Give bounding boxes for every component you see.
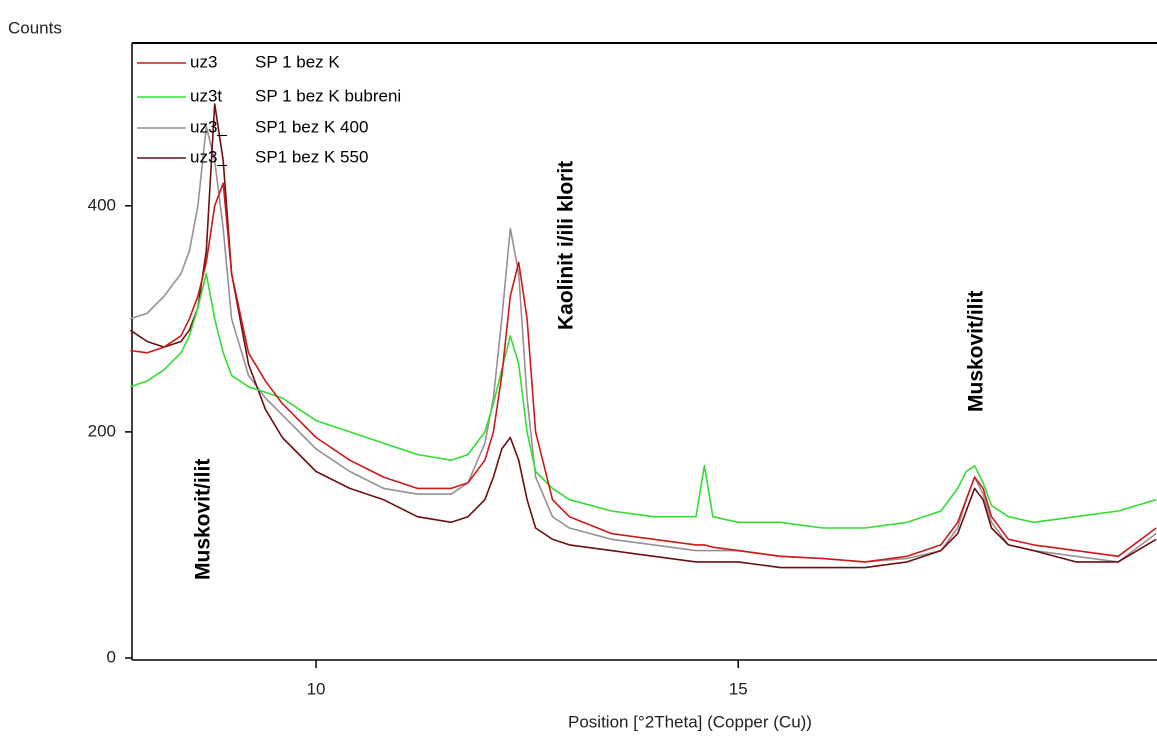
legend-label: SP1 bez K 550	[255, 147, 368, 166]
legend-label: SP1 bez K 400	[255, 117, 368, 136]
legend-label: SP 1 bez K	[255, 52, 340, 71]
series-line	[129, 103, 1157, 569]
plot-area	[129, 103, 1157, 569]
annotation: Kaolinit i/ili klorit	[555, 161, 578, 330]
series-line	[130, 272, 1157, 529]
legend-file: uz3t	[190, 86, 222, 105]
series-line	[130, 182, 1157, 563]
legend-file: uz3	[190, 52, 217, 71]
annotation: Muskovit/ilit	[965, 291, 988, 412]
legend-file: uz3_	[190, 117, 227, 136]
y-tick-label: 400	[88, 195, 116, 214]
x-axis-label: Position [°2Theta] (Copper (Cu))	[568, 712, 812, 731]
y-tick-label: 200	[88, 421, 116, 440]
y-axis-label: Counts	[8, 18, 62, 37]
y-tick-label: 0	[107, 647, 116, 666]
legend: uz3 SP 1 bez K uz3t SP 1 bez K bubreni uz3_ S…	[137, 52, 401, 166]
series-line	[130, 125, 1157, 563]
legend-file: uz3_	[190, 147, 227, 166]
x-tick-label: 15	[729, 679, 748, 698]
annotation: Muskovit/ilit	[192, 459, 215, 580]
legend-label: SP 1 bez K bubreni	[255, 86, 401, 105]
x-tick-label: 10	[307, 679, 326, 698]
